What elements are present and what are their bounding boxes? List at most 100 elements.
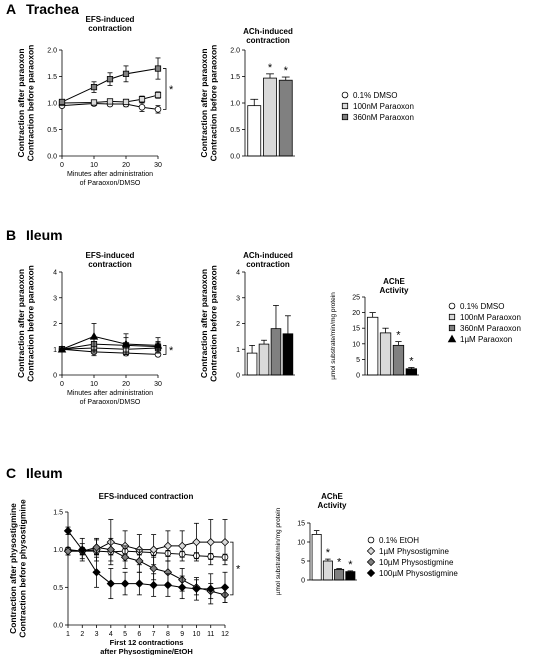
series-100nM Paraoxon [58, 91, 162, 107]
y-tick-label: 0.0 [53, 623, 63, 630]
y-tick-label: 0 [356, 373, 360, 380]
data-point [121, 339, 131, 348]
data-point [178, 583, 187, 592]
data-point [220, 537, 230, 547]
y-tick-label: 1.0 [47, 101, 57, 108]
y-tick-label: 3 [53, 295, 57, 302]
y-axis-label: Contraction after paraoxon [16, 269, 26, 378]
bar [282, 333, 294, 376]
significance-star: * [169, 345, 174, 357]
significance-star: * [337, 557, 342, 569]
data-point [154, 65, 162, 72]
series-line [68, 546, 226, 596]
chart-title: contraction [246, 36, 290, 45]
legend-C: 0.1% EtOH 1µM Physostigmine 10µM Physostig… [366, 536, 458, 578]
legend-marker [447, 334, 457, 343]
panel-a-letter: A [6, 1, 16, 17]
chart-C_efs: EFS-induced contraction 0.0 0.5 1.0 1.5 Contr… [8, 492, 241, 655]
x-tick-label: 3 [95, 631, 99, 638]
legend-entry: 1µM Physostigmine [379, 547, 450, 556]
x-axis-label: of Paraoxon/DMSO [80, 180, 141, 187]
y-tick-label: 2 [53, 321, 57, 328]
legend-entry: 10µM Physostigmine [379, 558, 454, 567]
y-tick-label: 10 [297, 540, 305, 547]
data-point [163, 541, 173, 551]
significance-bracket [163, 68, 167, 110]
legend-marker [341, 91, 349, 99]
y-axis-label: Contraction after physostigmine [8, 503, 18, 634]
data-point [106, 76, 114, 83]
bar [392, 344, 405, 376]
data-point [192, 584, 201, 594]
bar [270, 328, 282, 376]
y-tick-label: 15 [297, 521, 305, 528]
panel-b-title: Ileum [26, 227, 63, 243]
series-10µM Physostigmine [63, 537, 230, 603]
x-tick-label: 0 [60, 162, 64, 169]
series-line [61, 335, 159, 350]
significance-star: * [396, 330, 401, 342]
x-axis-label: Minutes after administration [67, 390, 153, 397]
data-point [63, 526, 73, 535]
legend-marker [366, 568, 376, 578]
legend-entry: 1µM Paraoxon [460, 335, 512, 344]
chart-title: EFS-induced contraction [99, 492, 194, 501]
legend-marker [448, 302, 456, 310]
bar [247, 105, 262, 157]
y-tick-label: 1.5 [230, 74, 240, 81]
x-tick-label: 12 [221, 631, 229, 638]
chart-title: ACh-induced [243, 251, 293, 260]
series-line [67, 549, 226, 558]
y-tick-label: 2.0 [47, 48, 57, 55]
bar [366, 316, 379, 376]
legend-entry: 360nM Paraoxon [353, 113, 414, 122]
x-tick-label: 1 [66, 631, 70, 638]
data-point [149, 580, 158, 590]
data-point [192, 537, 201, 547]
data-point [78, 545, 87, 554]
data-point [92, 543, 101, 552]
x-axis-label: after Physostigmine/EtOH [100, 647, 193, 655]
x-tick-label: 11 [207, 631, 214, 638]
bar [379, 332, 392, 376]
significance-star: * [236, 564, 241, 576]
data-point [206, 537, 215, 547]
legend-marker [367, 536, 375, 544]
y-axis-label: Contraction after paraoxon [16, 48, 26, 157]
data-point [153, 340, 163, 349]
chart-title: Activity [318, 501, 347, 510]
bar [258, 343, 270, 376]
data-point [135, 556, 144, 566]
y-tick-label: 0.5 [47, 127, 57, 134]
y-axis-label: Contraction before paraoxon [26, 45, 36, 162]
data-point [163, 580, 173, 590]
chart-title: EFS-induced [86, 15, 135, 24]
data-point [92, 568, 101, 577]
data-point [63, 547, 73, 556]
data-point [149, 564, 158, 573]
y-tick-label: 4 [53, 270, 57, 277]
data-point [90, 99, 98, 106]
chart-title: contraction [88, 24, 132, 33]
data-point [57, 344, 67, 353]
series-line [61, 343, 159, 350]
chart-title: ACh-induced [243, 27, 293, 36]
chart-title: contraction [246, 260, 290, 269]
chart-title: AChE [383, 277, 405, 286]
x-axis-label: Minutes after administration [67, 171, 153, 178]
panel-b-letter: B [6, 227, 16, 243]
data-point [154, 106, 162, 113]
significance-star: * [169, 84, 174, 96]
significance-star: * [348, 559, 353, 571]
legend-marker [366, 557, 376, 567]
significance-bracket [163, 344, 167, 355]
y-tick-label: 3 [236, 295, 240, 302]
chart-title: Activity [380, 286, 409, 295]
y-tick-label: 25 [352, 295, 360, 302]
x-axis-label: First 12 contractions [110, 638, 184, 647]
series-line [68, 541, 225, 552]
